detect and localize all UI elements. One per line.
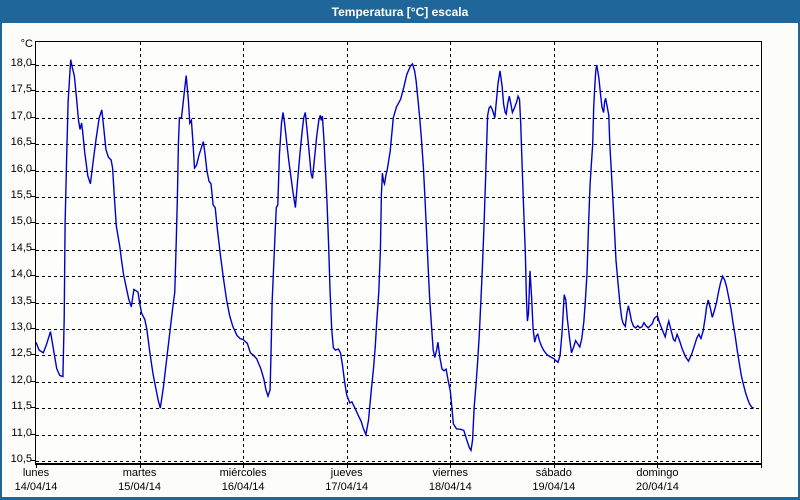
y-tick-label: 17,0: [10, 109, 32, 122]
x-tick-date-label: 15/04/14: [118, 481, 161, 493]
x-tick-date-label: 19/04/14: [532, 481, 576, 493]
y-tick-label: 18,0: [10, 57, 32, 69]
x-tick-date-label: 18/04/14: [428, 481, 472, 493]
y-tick-label: 11,0: [11, 426, 32, 439]
y-tick-label: 11,5: [11, 400, 32, 413]
y-axis-tick: [31, 64, 35, 65]
y-tick-label: 12,5: [10, 347, 32, 360]
y-axis-tick: [31, 222, 35, 223]
y-axis-tick: [31, 460, 35, 461]
y-tick-label: 14,5: [10, 241, 32, 254]
y-tick-label: 13,5: [10, 294, 32, 307]
y-axis-tick: [31, 143, 35, 144]
y-tick-label: 14,0: [10, 268, 32, 281]
x-tick-day-label: viernes: [432, 467, 469, 479]
x-tick-day-label: sábado: [535, 467, 572, 479]
y-axis-tick: [31, 381, 35, 382]
y-axis-tick: [31, 275, 35, 276]
x-tick-day-label: domingo: [636, 467, 679, 479]
x-tick-day-label: miércoles: [219, 467, 267, 479]
x-axis-tick: [243, 464, 244, 468]
x-axis-tick: [761, 464, 762, 468]
x-tick-day-label: jueves: [330, 467, 363, 479]
x-axis-tick: [657, 464, 658, 468]
y-axis-tick: [31, 407, 35, 408]
y-axis-tick: [31, 354, 35, 355]
x-axis-tick: [347, 464, 348, 468]
y-axis-tick: [31, 90, 35, 91]
plot-area: [35, 41, 762, 465]
y-axis-tick: [31, 302, 35, 303]
x-axis-tick: [140, 464, 141, 468]
y-axis-tick: [31, 434, 35, 435]
y-tick-label: 16,5: [10, 136, 32, 149]
y-axis-tick: [31, 196, 35, 197]
y-tick-label: 12,0: [10, 373, 32, 386]
y-tick-label: 10,5: [10, 453, 32, 465]
y-axis-unit-label: °C: [20, 38, 33, 50]
y-axis-tick: [31, 170, 35, 171]
x-axis-tick: [450, 464, 451, 468]
chart-svg: [36, 42, 761, 463]
y-axis-tick: [31, 249, 35, 250]
temperature-line: [36, 59, 755, 453]
x-axis-tick: [36, 464, 37, 468]
y-tick-label: 16,0: [10, 162, 32, 175]
x-tick-date-label: 17/04/14: [325, 481, 369, 493]
x-axis-tick: [554, 464, 555, 468]
y-axis-tick: [31, 328, 35, 329]
y-tick-label: 15,0: [10, 215, 32, 228]
y-axis-tick: [31, 117, 35, 118]
x-tick-day-label: martes: [122, 467, 157, 479]
x-tick-date-label: 16/04/14: [221, 481, 265, 493]
y-tick-label: 17,5: [10, 83, 32, 96]
window-title: Temperatura [°C] escala: [331, 5, 469, 19]
y-tick-label: 13,0: [10, 321, 32, 333]
x-tick-day-label: lunes: [22, 467, 50, 479]
chart-canvas: °C 18,0 17,5 17,0 16,5 16,0 15,5 15,0 14,5 14,0 1…: [2, 23, 798, 497]
x-tick-date-label: 20/04/14: [636, 481, 679, 493]
y-tick-label: 15,5: [10, 189, 32, 201]
window-titlebar[interactable]: Temperatura [°C] escala: [0, 0, 800, 23]
x-tick-date-label: 14/04/14: [14, 481, 58, 493]
